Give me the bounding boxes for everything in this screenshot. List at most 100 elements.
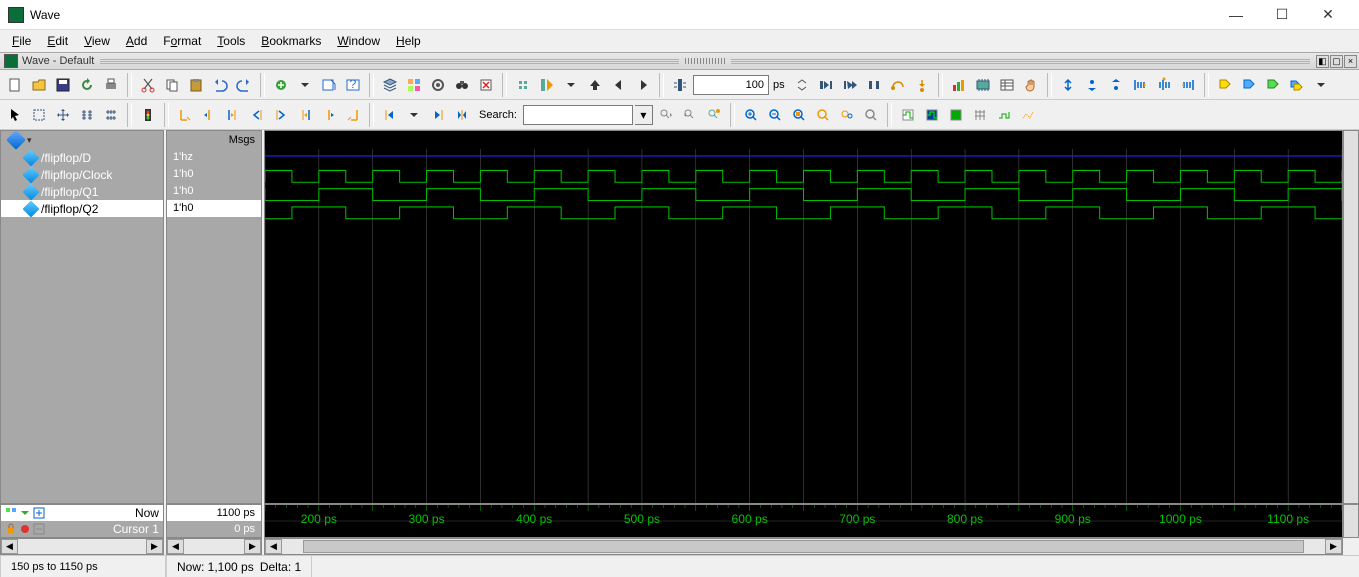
trans-prev-button[interactable] [379, 104, 401, 126]
copy-button[interactable] [161, 74, 183, 96]
run-all-button[interactable] [815, 74, 837, 96]
move-button[interactable] [52, 104, 74, 126]
settings-button[interactable] [427, 74, 449, 96]
run-button[interactable] [536, 74, 558, 96]
cursor-last-button[interactable] [294, 104, 316, 126]
dropdown-2-icon[interactable] [560, 74, 582, 96]
edge-prev-button[interactable] [246, 104, 268, 126]
trans-dd-icon[interactable] [403, 104, 425, 126]
trans-both-button[interactable] [451, 104, 473, 126]
signal-row[interactable]: /flipflop/D [1, 149, 163, 166]
delete-button[interactable] [475, 74, 497, 96]
wave-scrollbar[interactable]: ◀ ▶ [264, 538, 1343, 555]
zoom-out-button[interactable] [764, 104, 786, 126]
maximize-button[interactable]: ☐ [1259, 0, 1305, 30]
signal-row[interactable]: /flipflop/Q1 [1, 183, 163, 200]
footer-ruler[interactable]: 200 ps300 ps400 ps500 ps600 ps700 ps800 … [264, 504, 1343, 538]
zoom-other-button[interactable] [860, 104, 882, 126]
up-arrow-button[interactable] [584, 74, 606, 96]
edge-next-button[interactable] [270, 104, 292, 126]
cut-button[interactable] [137, 74, 159, 96]
zoom-cursor-button[interactable] [812, 104, 834, 126]
time-input[interactable] [693, 75, 769, 95]
zoom-full-button[interactable] [788, 104, 810, 126]
search-input[interactable] [523, 105, 633, 125]
search-next-button[interactable] [679, 104, 701, 126]
group-right-button[interactable] [1177, 74, 1199, 96]
menu-format[interactable]: Format [157, 32, 207, 50]
cursor-row[interactable]: Cursor 1 [1, 521, 163, 537]
group-left-button[interactable] [1129, 74, 1151, 96]
print-button[interactable] [100, 74, 122, 96]
search-options-button[interactable] [703, 104, 725, 126]
redo-button[interactable] [233, 74, 255, 96]
traffic-light-icon[interactable] [137, 104, 159, 126]
expand-up-button[interactable] [1105, 74, 1127, 96]
step-into-button[interactable] [911, 74, 933, 96]
wave-canvas[interactable] [265, 149, 1342, 503]
menu-help[interactable]: Help [390, 32, 427, 50]
menu-add[interactable]: Add [120, 32, 153, 50]
cursor-prev-button[interactable] [198, 104, 220, 126]
sb-wave-thumb[interactable] [303, 540, 1304, 553]
step-over-button[interactable] [887, 74, 909, 96]
sb-wave-track[interactable] [282, 539, 1325, 554]
pointer-button[interactable] [4, 104, 26, 126]
select-region-button[interactable] [28, 104, 50, 126]
sb-sig-right[interactable]: ▶ [146, 539, 163, 554]
open-button[interactable] [28, 74, 50, 96]
new-button[interactable] [4, 74, 26, 96]
minimize-button[interactable]: — [1213, 0, 1259, 30]
memory-button[interactable] [972, 74, 994, 96]
sb-sig-track[interactable] [18, 539, 146, 554]
step-button[interactable] [669, 74, 691, 96]
menu-file[interactable]: File [6, 32, 37, 50]
menu-edit[interactable]: Edit [41, 32, 74, 50]
binoculars-button[interactable] [451, 74, 473, 96]
grid-toggle-button[interactable] [969, 104, 991, 126]
cursor-add-button[interactable] [174, 104, 196, 126]
subheader-pin-button[interactable]: ◧ [1316, 55, 1329, 68]
group-center-button[interactable] [1153, 74, 1175, 96]
menu-tools[interactable]: Tools [211, 32, 251, 50]
trans-next-button[interactable] [427, 104, 449, 126]
cursor-next-button[interactable] [318, 104, 340, 126]
wave-style-2-button[interactable] [921, 104, 943, 126]
scale-v-button[interactable] [76, 104, 98, 126]
tag-yellow-button[interactable] [1214, 74, 1236, 96]
menu-window[interactable]: Window [331, 32, 386, 50]
analog-step-button[interactable] [993, 104, 1015, 126]
signal-row[interactable]: /flipflop/Clock [1, 166, 163, 183]
layers-button[interactable] [379, 74, 401, 96]
list-button[interactable] [996, 74, 1018, 96]
search-dropdown-button[interactable]: ▾ [635, 105, 653, 125]
sb-wave-left[interactable]: ◀ [265, 539, 282, 554]
continue-run-button[interactable] [839, 74, 861, 96]
subheader-grip[interactable] [685, 58, 725, 64]
restart-button[interactable] [512, 74, 534, 96]
menu-bookmarks[interactable]: Bookmarks [255, 32, 327, 50]
hand-button[interactable] [1020, 74, 1042, 96]
add-marker-button[interactable] [270, 74, 292, 96]
find-button[interactable] [318, 74, 340, 96]
expand-down-button[interactable] [1081, 74, 1103, 96]
back-button[interactable] [608, 74, 630, 96]
subheader-close-button[interactable]: × [1344, 55, 1357, 68]
signal-row[interactable]: /flipflop/Q2 [1, 200, 163, 217]
tag-green-button[interactable] [1262, 74, 1284, 96]
stack-button[interactable] [403, 74, 425, 96]
sb-val-left[interactable]: ◀ [167, 539, 184, 554]
cursor-remove-button[interactable] [342, 104, 364, 126]
time-stepper-button[interactable] [791, 74, 813, 96]
save-button[interactable] [52, 74, 74, 96]
subheader-max-button[interactable]: ▢ [1330, 55, 1343, 68]
tag-dd-button[interactable] [1310, 74, 1332, 96]
dropdown-arrow-icon[interactable] [294, 74, 316, 96]
sb-val-track[interactable] [184, 539, 244, 554]
paste-button[interactable] [185, 74, 207, 96]
analog-interp-button[interactable] [1017, 104, 1039, 126]
tags-button[interactable] [1286, 74, 1308, 96]
wave-style-1-button[interactable] [897, 104, 919, 126]
search-prev-button[interactable] [655, 104, 677, 126]
close-button[interactable]: ✕ [1305, 0, 1351, 30]
